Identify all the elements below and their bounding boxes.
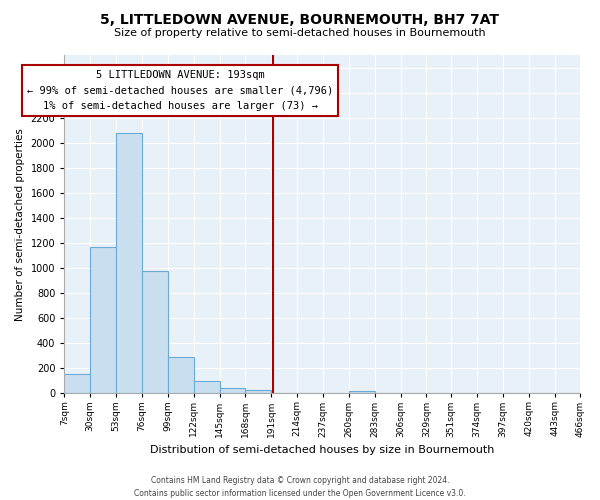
Bar bbox=[194, 381, 220, 394]
Bar bbox=[245, 390, 271, 394]
Bar bbox=[168, 357, 194, 394]
Text: Size of property relative to semi-detached houses in Bournemouth: Size of property relative to semi-detach… bbox=[114, 28, 486, 38]
Bar bbox=[116, 134, 142, 394]
Text: 5, LITTLEDOWN AVENUE, BOURNEMOUTH, BH7 7AT: 5, LITTLEDOWN AVENUE, BOURNEMOUTH, BH7 7… bbox=[101, 12, 499, 26]
Bar bbox=[64, 374, 90, 394]
Bar bbox=[142, 271, 168, 394]
Bar bbox=[90, 246, 116, 394]
X-axis label: Distribution of semi-detached houses by size in Bournemouth: Distribution of semi-detached houses by … bbox=[150, 445, 494, 455]
Y-axis label: Number of semi-detached properties: Number of semi-detached properties bbox=[15, 128, 25, 320]
Bar bbox=[220, 388, 245, 394]
Text: Contains HM Land Registry data © Crown copyright and database right 2024.
Contai: Contains HM Land Registry data © Crown c… bbox=[134, 476, 466, 498]
Bar bbox=[349, 392, 375, 394]
Text: 5 LITTLEDOWN AVENUE: 193sqm
← 99% of semi-detached houses are smaller (4,796)
1%: 5 LITTLEDOWN AVENUE: 193sqm ← 99% of sem… bbox=[27, 70, 333, 111]
